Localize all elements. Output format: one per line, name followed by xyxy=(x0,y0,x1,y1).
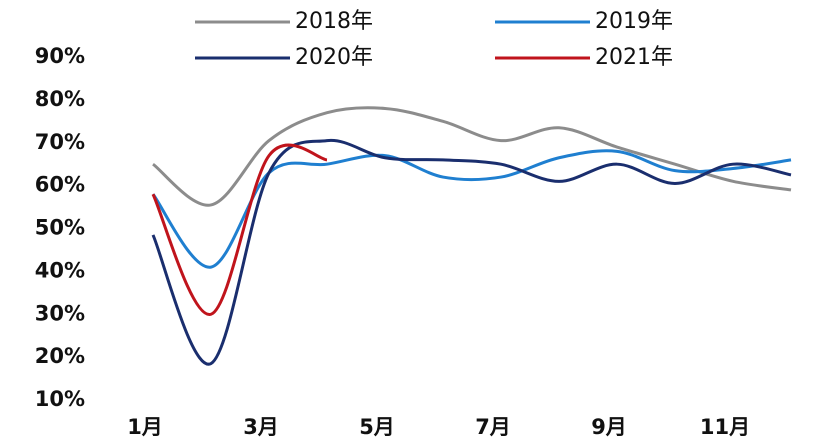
series-line xyxy=(151,149,792,269)
x-tick-label: 9月 xyxy=(591,415,627,439)
y-tick-label: 40% xyxy=(35,258,85,282)
y-tick-label: 80% xyxy=(35,87,85,111)
legend-label: 2018年 xyxy=(295,9,373,34)
y-tick-label: 50% xyxy=(35,216,85,240)
x-tick-label: 1月 xyxy=(127,415,163,439)
legend-label: 2020年 xyxy=(295,45,373,70)
legend-label: 2021年 xyxy=(595,45,673,70)
y-tick-label: 70% xyxy=(35,130,85,154)
y-tick-label: 90% xyxy=(35,44,85,68)
series-line xyxy=(151,138,792,366)
y-tick-label: 10% xyxy=(35,387,85,411)
x-tick-label: 3月 xyxy=(243,415,279,439)
legend-label: 2019年 xyxy=(595,9,673,34)
x-tick-label: 11月 xyxy=(700,415,750,439)
y-tick-label: 20% xyxy=(35,344,85,368)
y-tick-label: 30% xyxy=(35,301,85,325)
series-line xyxy=(151,143,328,316)
x-tick-label: 7月 xyxy=(475,415,511,439)
y-tick-label: 60% xyxy=(35,173,85,197)
x-tick-label: 5月 xyxy=(359,415,395,439)
series-line xyxy=(152,106,792,207)
